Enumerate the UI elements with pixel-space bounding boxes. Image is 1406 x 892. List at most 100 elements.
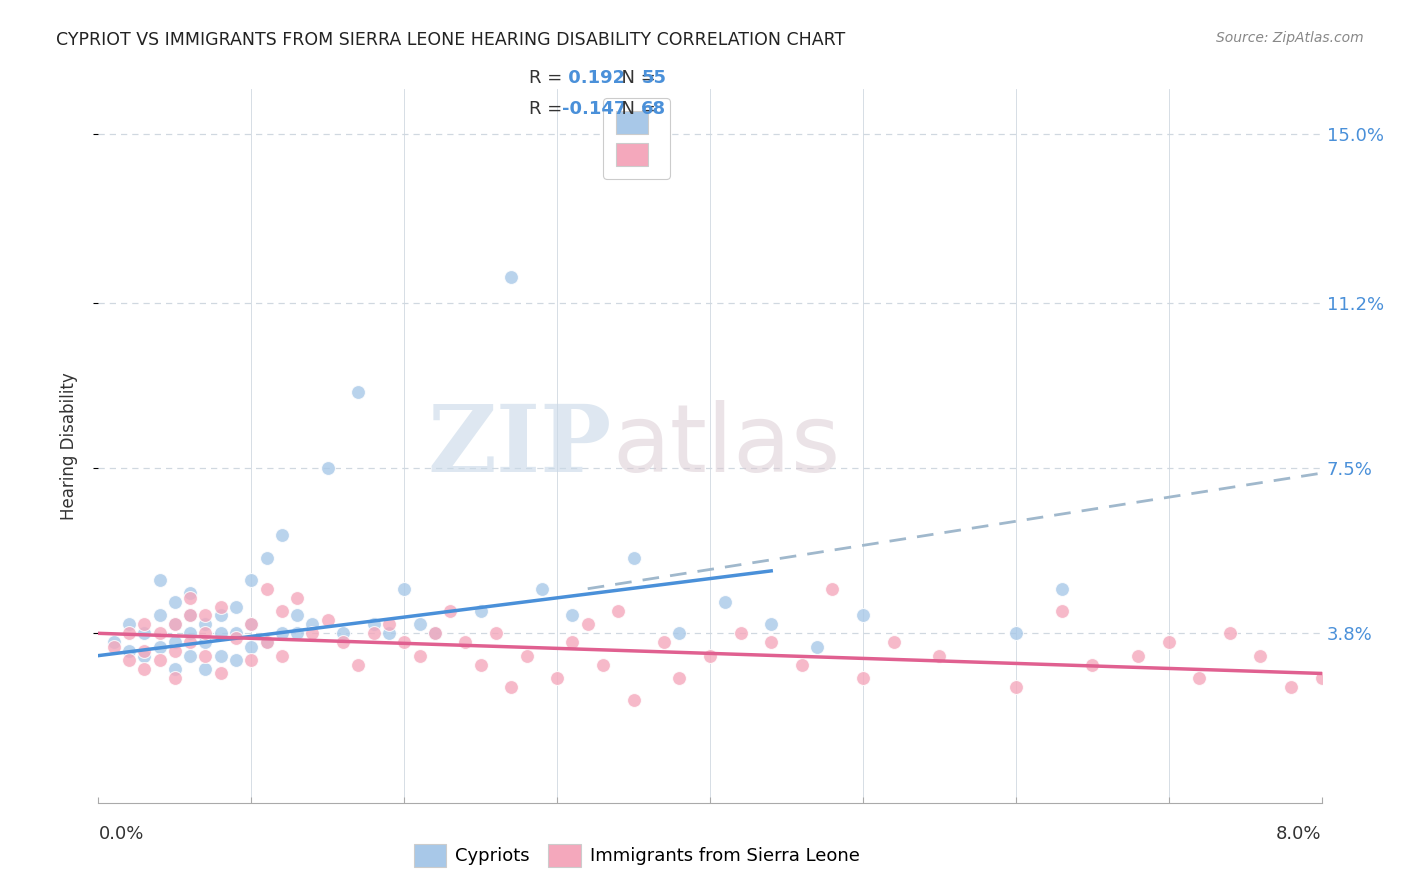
Text: 8.0%: 8.0% (1277, 825, 1322, 843)
Point (759, 635, 782, 649)
Text: -0.147: -0.147 (562, 100, 627, 118)
Point (209, 608, 232, 623)
Point (392, 582, 416, 596)
Point (194, 635, 217, 649)
Text: 55: 55 (641, 70, 666, 87)
Point (256, 550, 278, 565)
Point (316, 461, 339, 475)
Point (285, 626, 308, 640)
Legend: Cypriots, Immigrants from Sierra Leone: Cypriots, Immigrants from Sierra Leone (401, 831, 872, 880)
Text: CYPRIOT VS IMMIGRANTS FROM SIERRA LEONE HEARING DISABILITY CORRELATION CHART: CYPRIOT VS IMMIGRANTS FROM SIERRA LEONE … (56, 31, 845, 49)
Point (852, 608, 875, 623)
Point (256, 635, 278, 649)
Text: ZIP: ZIP (427, 401, 612, 491)
Point (149, 626, 172, 640)
Point (103, 635, 125, 649)
Point (118, 644, 141, 658)
Point (134, 626, 156, 640)
Point (179, 626, 201, 640)
Y-axis label: Hearing Disability: Hearing Disability (59, 372, 77, 520)
Point (270, 626, 294, 640)
Point (1188, 671, 1211, 685)
Point (408, 617, 430, 632)
Point (225, 653, 247, 667)
Point (285, 591, 308, 605)
Point (1050, 582, 1073, 596)
Text: N =: N = (610, 70, 662, 87)
Point (270, 648, 294, 663)
Point (928, 648, 950, 663)
Point (256, 582, 278, 596)
Point (149, 573, 172, 587)
Point (149, 640, 172, 654)
Point (194, 617, 217, 632)
Point (759, 617, 782, 632)
Point (347, 657, 370, 672)
Point (240, 653, 263, 667)
Point (623, 550, 645, 565)
Text: Source: ZipAtlas.com: Source: ZipAtlas.com (1216, 31, 1364, 45)
Point (821, 582, 844, 596)
Text: N =: N = (610, 100, 662, 118)
Point (316, 613, 339, 627)
Point (134, 662, 156, 676)
Point (163, 595, 186, 609)
Point (668, 671, 690, 685)
Point (576, 617, 599, 632)
Point (1004, 680, 1026, 694)
Point (423, 626, 446, 640)
Point (652, 635, 675, 649)
Point (470, 657, 492, 672)
Point (561, 608, 583, 623)
Point (163, 662, 186, 676)
Point (194, 662, 217, 676)
Point (392, 635, 416, 649)
Point (240, 617, 263, 632)
Point (209, 648, 232, 663)
Point (225, 626, 247, 640)
Point (623, 693, 645, 707)
Point (134, 648, 156, 663)
Point (149, 608, 172, 623)
Point (134, 644, 156, 658)
Point (363, 617, 385, 632)
Point (270, 528, 294, 542)
Point (470, 604, 492, 618)
Text: 68: 68 (641, 100, 666, 118)
Point (209, 599, 232, 614)
Point (209, 626, 232, 640)
Point (179, 648, 201, 663)
Point (332, 635, 354, 649)
Point (179, 635, 201, 649)
Point (439, 604, 461, 618)
Point (530, 582, 553, 596)
Point (118, 617, 141, 632)
Point (163, 671, 186, 685)
Point (516, 648, 538, 663)
Point (1219, 626, 1241, 640)
Point (134, 617, 156, 632)
Point (149, 653, 172, 667)
Point (194, 626, 217, 640)
Point (408, 648, 430, 663)
Point (163, 617, 186, 632)
Point (240, 640, 263, 654)
Point (118, 626, 141, 640)
Point (179, 591, 201, 605)
Point (1081, 657, 1104, 672)
Point (179, 608, 201, 623)
Point (883, 635, 905, 649)
Text: 0.0%: 0.0% (98, 825, 143, 843)
Point (501, 680, 523, 694)
Text: R =: R = (529, 100, 568, 118)
Point (301, 626, 323, 640)
Point (163, 617, 186, 632)
Point (790, 657, 813, 672)
Point (592, 657, 614, 672)
Point (285, 608, 308, 623)
Point (163, 635, 186, 649)
Text: atlas: atlas (612, 400, 841, 492)
Point (501, 269, 523, 284)
Point (714, 595, 737, 609)
Point (730, 626, 752, 640)
